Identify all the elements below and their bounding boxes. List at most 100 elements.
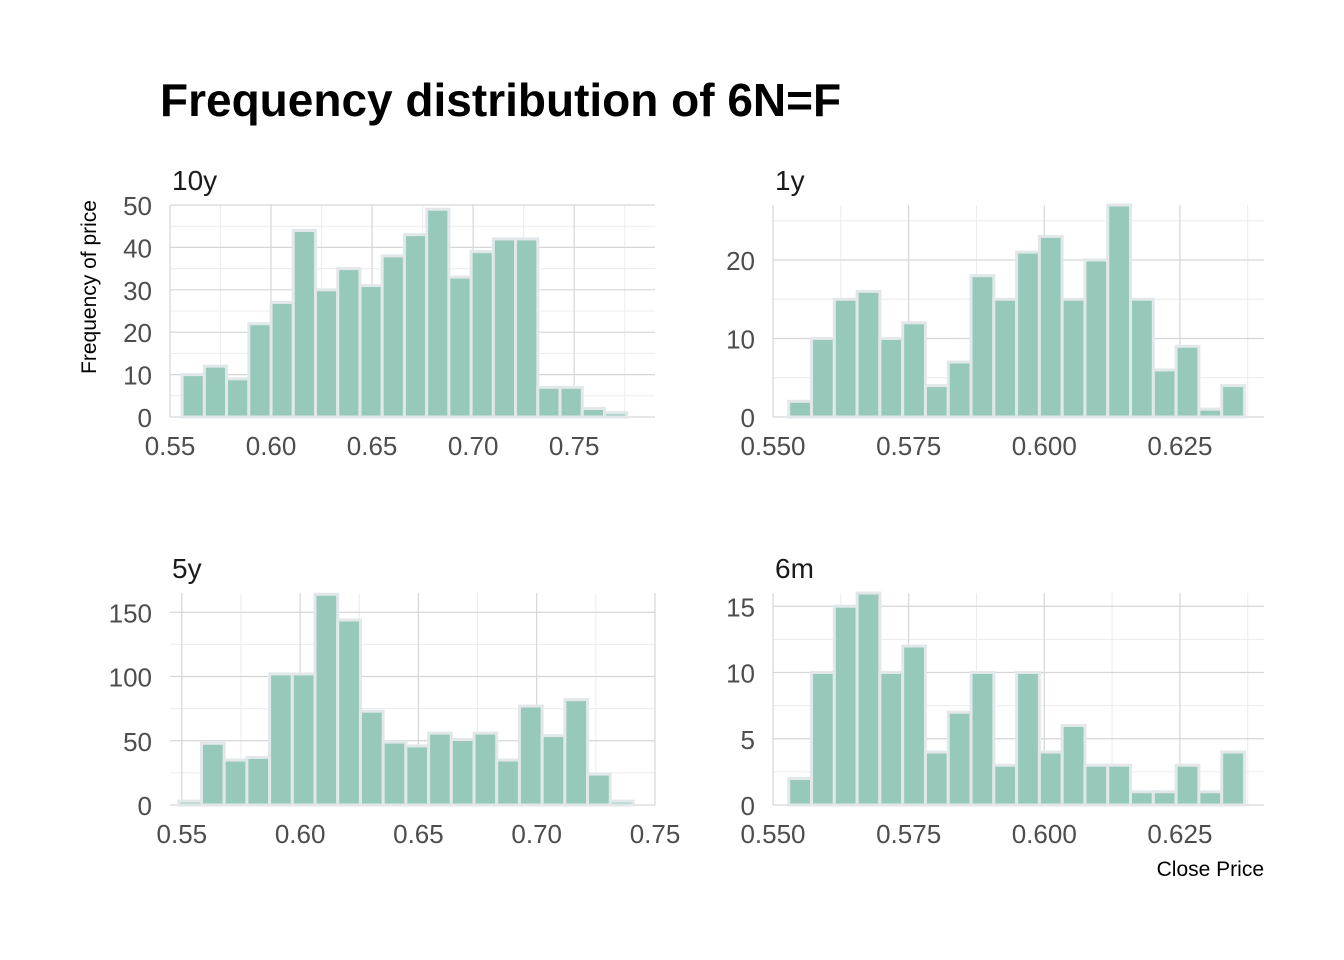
- histogram-bar: [901, 644, 927, 807]
- x-tick-label: 0.55: [157, 819, 208, 849]
- y-axis-title: Frequency of price: [78, 200, 101, 374]
- histogram-bar: [1129, 297, 1155, 419]
- histogram-bar: [402, 233, 429, 419]
- y-tick-label: 150: [109, 598, 152, 628]
- histogram-bar: [314, 288, 340, 419]
- histogram-bar: [969, 274, 996, 419]
- histogram-bar: [558, 385, 584, 419]
- histogram-bar: [1220, 384, 1246, 419]
- y-tick-label: 50: [123, 727, 152, 757]
- y-tick-label: 15: [726, 592, 755, 622]
- histogram-bars: [177, 592, 635, 807]
- y-tick-label: 50: [123, 191, 152, 221]
- histogram-bars: [787, 203, 1246, 419]
- histogram-bar: [1083, 763, 1110, 807]
- y-tick-label: 0: [138, 791, 152, 821]
- y-tick-label: 5: [741, 725, 755, 755]
- facet-title: 5y: [172, 553, 202, 584]
- histogram-bar: [1129, 790, 1155, 807]
- histogram-bar: [1083, 258, 1110, 419]
- histogram-bar: [381, 740, 408, 807]
- histogram-bar: [1151, 368, 1178, 419]
- facet-panel-6m: 6m 0.550 0.575 0.600 0.625 0 5 10 15: [726, 553, 1264, 849]
- histogram-bar: [427, 731, 453, 807]
- histogram-bar: [491, 237, 518, 419]
- y-tick-label: 10: [726, 659, 755, 689]
- histogram-bar: [810, 671, 836, 807]
- x-tick-label: 0.60: [246, 431, 297, 461]
- histogram-bar: [540, 734, 567, 807]
- histogram-bar: [923, 384, 950, 419]
- histogram-bar: [336, 618, 362, 807]
- histogram-bar: [447, 275, 473, 419]
- histogram-bar: [199, 741, 226, 807]
- histogram-bar: [472, 731, 499, 807]
- histogram-bar: [1037, 750, 1064, 807]
- x-tick-label: 0.70: [511, 819, 562, 849]
- histogram-bar: [878, 336, 905, 419]
- y-tick-label: 20: [123, 318, 152, 348]
- x-tick-label: 0.75: [549, 431, 600, 461]
- histogram-bar: [268, 672, 294, 807]
- histogram-bar: [832, 297, 859, 419]
- y-tick-label: 0: [741, 791, 755, 821]
- y-tick-label: 0: [741, 403, 755, 433]
- histogram-bar: [536, 385, 562, 419]
- histogram-bar: [222, 758, 249, 807]
- histogram-bar: [225, 377, 251, 419]
- histogram-bar: [832, 604, 859, 807]
- histogram-bar: [787, 777, 814, 807]
- histogram-bar: [1197, 790, 1224, 807]
- x-tick-label: 0.625: [1147, 431, 1212, 461]
- histogram-bar: [1197, 407, 1224, 419]
- histogram-bar: [1060, 297, 1087, 419]
- histogram-bar: [608, 799, 635, 807]
- x-tick-label: 0.600: [1012, 819, 1077, 849]
- facet-panel-10y: 10y 0.55 0.60 0.65 0.70 0.75 0 10 20 30 40 50: [123, 165, 655, 461]
- histogram-bar: [425, 207, 451, 419]
- histogram-bar: [358, 709, 385, 807]
- x-tick-label: 0.55: [145, 431, 196, 461]
- x-tick-label: 0.65: [393, 819, 444, 849]
- histogram-bar: [946, 360, 973, 419]
- histogram-bar: [1015, 250, 1041, 419]
- histogram-bar: [247, 322, 273, 419]
- histogram-bar: [992, 297, 1019, 419]
- histogram-bar: [290, 672, 317, 807]
- histogram-bar: [1015, 671, 1041, 807]
- histogram-bar: [177, 799, 203, 807]
- facet-title: 1y: [775, 165, 805, 196]
- chart-title: Frequency distribution of 6N=F: [160, 74, 841, 126]
- histogram-bar: [580, 407, 606, 419]
- histogram-bar: [586, 772, 612, 807]
- facet-panel-5y: 5y 0.55 0.60 0.65 0.70 0.75 0 50 100 150: [109, 553, 681, 849]
- histogram-bars: [787, 591, 1246, 807]
- histogram-bar: [923, 750, 950, 807]
- histogram-bar: [901, 321, 927, 419]
- histogram-bar: [1106, 203, 1133, 419]
- histogram-bar: [1060, 724, 1087, 807]
- histogram-bar: [602, 411, 629, 419]
- histogram-bar: [992, 763, 1019, 807]
- histogram-bar: [810, 336, 836, 419]
- histogram-bar: [1174, 344, 1201, 419]
- histogram-bar: [855, 289, 882, 419]
- y-tick-label: 10: [123, 361, 152, 391]
- histogram-bar: [358, 284, 384, 419]
- y-tick-label: 20: [726, 246, 755, 276]
- histogram-bars: [180, 207, 629, 419]
- histogram-bar: [291, 228, 318, 419]
- x-tick-label: 0.70: [448, 431, 499, 461]
- x-tick-label: 0.575: [876, 431, 941, 461]
- x-tick-label: 0.75: [630, 819, 681, 849]
- x-tick-label: 0.65: [347, 431, 398, 461]
- histogram-bar: [1106, 763, 1133, 807]
- histogram-bar: [946, 710, 973, 807]
- histogram-bar: [1151, 790, 1178, 807]
- y-tick-label: 40: [123, 233, 152, 263]
- facet-title: 10y: [172, 165, 217, 196]
- histogram-bar: [404, 744, 431, 807]
- facet-title: 6m: [775, 553, 814, 584]
